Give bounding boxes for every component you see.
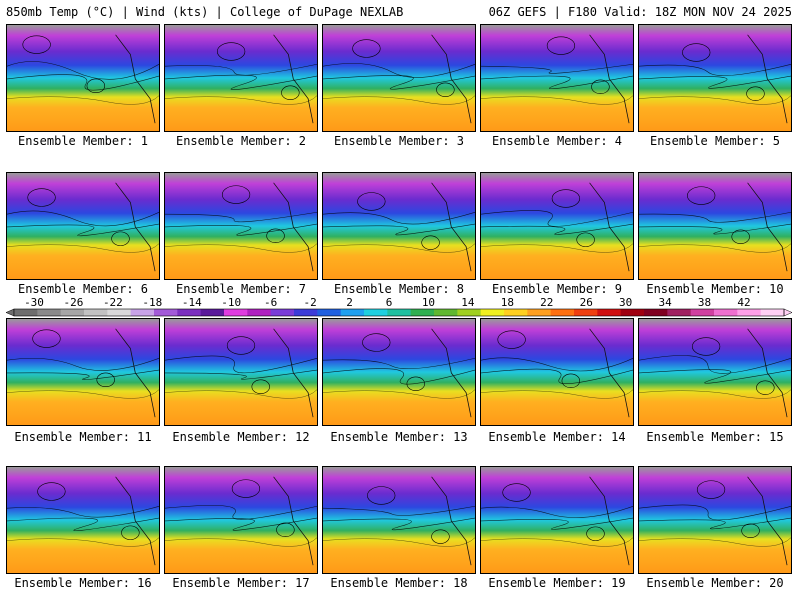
colorbar-segment bbox=[224, 309, 248, 316]
colorbar-segment bbox=[737, 309, 762, 316]
colorbar-segment bbox=[60, 309, 85, 316]
member-caption: Ensemble Member: 18 bbox=[330, 576, 468, 590]
colorbar-segment bbox=[364, 309, 388, 316]
colorbar-segment bbox=[37, 309, 62, 316]
colorbar-tick-label: 22 bbox=[540, 296, 553, 309]
colorbar-tick-label: 34 bbox=[658, 296, 672, 309]
colorbar-segment bbox=[620, 309, 645, 316]
member-map-panel bbox=[638, 172, 792, 280]
colorbar-tick-label: -10 bbox=[221, 296, 241, 309]
colorbar-segment bbox=[457, 309, 482, 316]
colorbar-segment bbox=[574, 309, 598, 316]
member-caption: Ensemble Member: 2 bbox=[175, 134, 307, 148]
colorbar-segment bbox=[317, 309, 342, 316]
colorbar-tick-label: 18 bbox=[501, 296, 514, 309]
colorbar-outline bbox=[13, 308, 785, 317]
colorbar-tick-label: -14 bbox=[182, 296, 202, 309]
member-map-panel bbox=[322, 466, 476, 574]
member-caption: Ensemble Member: 16 bbox=[14, 576, 152, 590]
member-map-panel bbox=[6, 24, 160, 132]
model-valid-time: 06Z GEFS | F180 Valid: 18Z MON NOV 24 20… bbox=[488, 5, 792, 19]
member-caption: Ensemble Member: 11 bbox=[14, 430, 152, 444]
member-map-panel bbox=[638, 24, 792, 132]
colorbar-tick-label: 2 bbox=[346, 296, 353, 309]
colorbar-tick-label: -30 bbox=[24, 296, 44, 309]
member-caption: Ensemble Member: 13 bbox=[330, 430, 468, 444]
colorbar-segment bbox=[177, 309, 202, 316]
colorbar-left-arrow bbox=[5, 308, 15, 317]
colorbar-segment bbox=[387, 309, 412, 316]
colorbar-segment bbox=[270, 309, 295, 316]
colorbar-segment bbox=[14, 309, 38, 316]
member-map-panel bbox=[164, 172, 318, 280]
member-caption: Ensemble Member: 5 bbox=[649, 134, 781, 148]
member-map-panel bbox=[164, 24, 318, 132]
colorbar-segment bbox=[550, 309, 575, 316]
member-caption: Ensemble Member: 9 bbox=[491, 282, 623, 296]
colorbar-tick-label: 6 bbox=[386, 296, 393, 309]
member-map-panel bbox=[164, 318, 318, 426]
member-map-panel bbox=[6, 318, 160, 426]
member-caption: Ensemble Member: 1 bbox=[17, 134, 149, 148]
colorbar-segment bbox=[434, 309, 458, 316]
colorbar-segment bbox=[247, 309, 272, 316]
colorbar-segment bbox=[294, 309, 318, 316]
member-caption: Ensemble Member: 17 bbox=[172, 576, 310, 590]
member-map-panel bbox=[6, 172, 160, 280]
colorbar-segment bbox=[714, 309, 738, 316]
colorbar-segment bbox=[84, 309, 108, 316]
chart-title: 850mb Temp (°C) | Wind (kts) | College o… bbox=[6, 5, 404, 19]
colorbar-segment bbox=[760, 309, 785, 316]
member-map-panel bbox=[638, 466, 792, 574]
colorbar-segment bbox=[107, 309, 132, 316]
colorbar-segment bbox=[340, 309, 365, 316]
colorbar-segment bbox=[130, 309, 155, 316]
colorbar-tick-label: 42 bbox=[737, 296, 750, 309]
colorbar-segment bbox=[200, 309, 225, 316]
member-caption: Ensemble Member: 4 bbox=[491, 134, 623, 148]
member-caption: Ensemble Member: 20 bbox=[646, 576, 784, 590]
colorbar-segment bbox=[410, 309, 435, 316]
member-caption: Ensemble Member: 8 bbox=[333, 282, 465, 296]
colorbar-segment bbox=[644, 309, 668, 316]
member-map-panel bbox=[480, 466, 634, 574]
colorbar-tick-label: -26 bbox=[64, 296, 84, 309]
member-caption: Ensemble Member: 14 bbox=[488, 430, 626, 444]
member-map-panel bbox=[322, 318, 476, 426]
colorbar-tick-label: -22 bbox=[103, 296, 123, 309]
member-map-panel bbox=[480, 318, 634, 426]
colorbar-tick-label: 38 bbox=[698, 296, 711, 309]
member-map-panel bbox=[322, 24, 476, 132]
colorbar-segment bbox=[504, 309, 528, 316]
colorbar-segment bbox=[690, 309, 715, 316]
member-map-panel bbox=[322, 172, 476, 280]
member-map-panel bbox=[638, 318, 792, 426]
colorbar-tick-label: -6 bbox=[264, 296, 277, 309]
member-caption: Ensemble Member: 6 bbox=[17, 282, 149, 296]
member-caption: Ensemble Member: 10 bbox=[646, 282, 784, 296]
header: 850mb Temp (°C) | Wind (kts) | College o… bbox=[0, 0, 800, 22]
colorbar-segment bbox=[480, 309, 505, 316]
colorbar-tick-label: 14 bbox=[461, 296, 475, 309]
member-caption: Ensemble Member: 12 bbox=[172, 430, 310, 444]
member-caption: Ensemble Member: 15 bbox=[646, 430, 784, 444]
colorbar-right-arrow bbox=[783, 308, 793, 317]
member-caption: Ensemble Member: 7 bbox=[175, 282, 307, 296]
member-map-panel bbox=[480, 24, 634, 132]
member-caption: Ensemble Member: 19 bbox=[488, 576, 626, 590]
member-map-panel bbox=[6, 466, 160, 574]
member-map-panel bbox=[164, 466, 318, 574]
member-map-panel bbox=[480, 172, 634, 280]
colorbar-segment bbox=[597, 309, 622, 316]
temperature-colorbar: -30 -26 -22 -18 -14 -10 -6 -2 2 6 10 14 18 22 26 30 34 38… bbox=[0, 296, 800, 318]
colorbar-segment bbox=[667, 309, 692, 316]
colorbar-tick-label: 26 bbox=[580, 296, 593, 309]
colorbar-tick-label: 30 bbox=[619, 296, 632, 309]
colorbar-tick-label: 10 bbox=[422, 296, 435, 309]
colorbar-tick-label: -18 bbox=[142, 296, 162, 309]
colorbar-segment bbox=[527, 309, 552, 316]
colorbar-segment bbox=[154, 309, 178, 316]
colorbar-tick-label: -2 bbox=[303, 296, 316, 309]
member-caption: Ensemble Member: 3 bbox=[333, 134, 465, 148]
